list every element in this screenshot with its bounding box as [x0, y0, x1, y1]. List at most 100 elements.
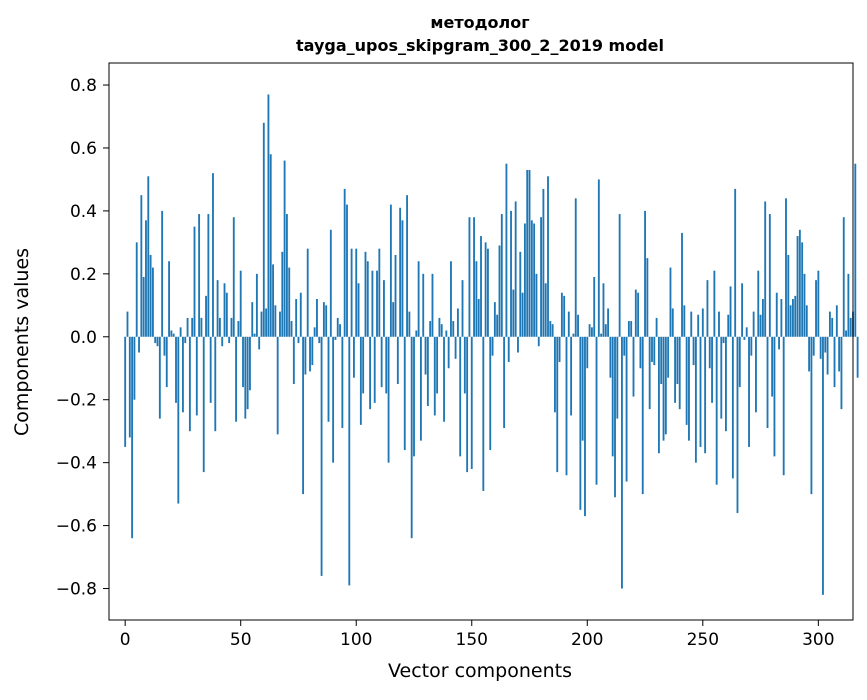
bar — [413, 336, 415, 457]
bar — [648, 336, 651, 410]
bar — [149, 254, 152, 337]
bar — [154, 336, 157, 344]
bar — [221, 336, 224, 347]
bar — [507, 336, 510, 362]
bar — [267, 94, 270, 337]
bar — [604, 324, 607, 337]
bar — [655, 317, 658, 337]
bar — [207, 214, 210, 337]
bar — [512, 289, 515, 337]
bar — [302, 336, 305, 495]
bar — [218, 317, 221, 337]
bar — [815, 280, 817, 337]
bar — [440, 324, 443, 337]
bar — [383, 280, 385, 337]
y-tick-label: 0.0 — [70, 328, 97, 348]
bar — [186, 317, 189, 337]
bar — [482, 336, 485, 491]
bar — [184, 336, 187, 344]
bar — [237, 321, 240, 337]
bar — [634, 289, 637, 337]
bar — [431, 273, 434, 337]
bar — [697, 314, 700, 337]
bar — [690, 311, 693, 337]
bar — [505, 163, 508, 337]
y-tick-label: −0.2 — [56, 391, 97, 411]
bar — [297, 336, 300, 344]
bar — [734, 188, 737, 337]
bar — [752, 311, 755, 337]
bar — [657, 336, 660, 454]
bar — [819, 336, 822, 359]
bar — [627, 321, 630, 337]
bar — [205, 295, 207, 337]
bar — [856, 336, 859, 378]
bar — [662, 336, 665, 441]
bar — [796, 236, 799, 337]
bar — [165, 336, 168, 388]
bar — [369, 336, 372, 410]
chart-title-line2: tayga_upos_skipgram_300_2_2019 model — [296, 36, 664, 55]
bar — [556, 336, 559, 473]
bar — [805, 305, 808, 337]
bar — [625, 336, 628, 482]
bar — [334, 336, 337, 340]
bar — [408, 311, 411, 337]
bar — [151, 267, 154, 337]
bar — [452, 321, 455, 337]
bar — [773, 336, 776, 457]
bar — [396, 336, 399, 384]
bar — [570, 336, 573, 416]
bar — [637, 292, 640, 337]
bar — [611, 336, 614, 457]
bar — [828, 311, 831, 337]
bar — [639, 336, 642, 369]
bar — [214, 336, 217, 432]
bar — [824, 336, 827, 353]
bar — [283, 160, 286, 337]
bar — [701, 308, 704, 337]
bar — [678, 336, 681, 410]
bar — [253, 333, 256, 337]
bar — [842, 217, 845, 337]
bar — [692, 336, 695, 366]
bar — [202, 336, 205, 473]
y-tick-label: 0.2 — [70, 265, 97, 285]
bar — [771, 336, 774, 397]
bar — [359, 336, 362, 425]
chart-title-line1: методолог — [430, 13, 529, 32]
bar — [232, 217, 235, 337]
bar — [364, 251, 367, 337]
y-tick-label: 0.4 — [70, 202, 97, 222]
bar — [385, 336, 388, 394]
y-tick-label: −0.4 — [56, 454, 97, 474]
bar — [838, 336, 841, 372]
bar — [609, 336, 612, 378]
bar — [500, 214, 503, 337]
bar — [265, 308, 268, 337]
bar — [443, 336, 445, 422]
bar — [135, 242, 138, 337]
bar — [517, 336, 519, 353]
bar — [808, 336, 811, 372]
bar — [353, 336, 355, 378]
bar — [313, 327, 316, 337]
bar — [392, 302, 395, 337]
bar — [450, 261, 452, 337]
bar — [133, 336, 136, 400]
bar — [572, 333, 575, 337]
bar — [142, 276, 145, 337]
bar — [128, 336, 131, 438]
bar — [320, 336, 323, 576]
bar — [477, 299, 480, 337]
bar — [761, 299, 764, 337]
bar — [316, 299, 318, 337]
bar — [389, 204, 392, 337]
bar — [156, 336, 159, 347]
bar — [748, 336, 750, 447]
bar — [274, 305, 277, 337]
bar — [468, 217, 471, 337]
bar — [433, 336, 436, 416]
bar — [577, 314, 579, 337]
y-tick-label: 0.6 — [70, 139, 97, 159]
